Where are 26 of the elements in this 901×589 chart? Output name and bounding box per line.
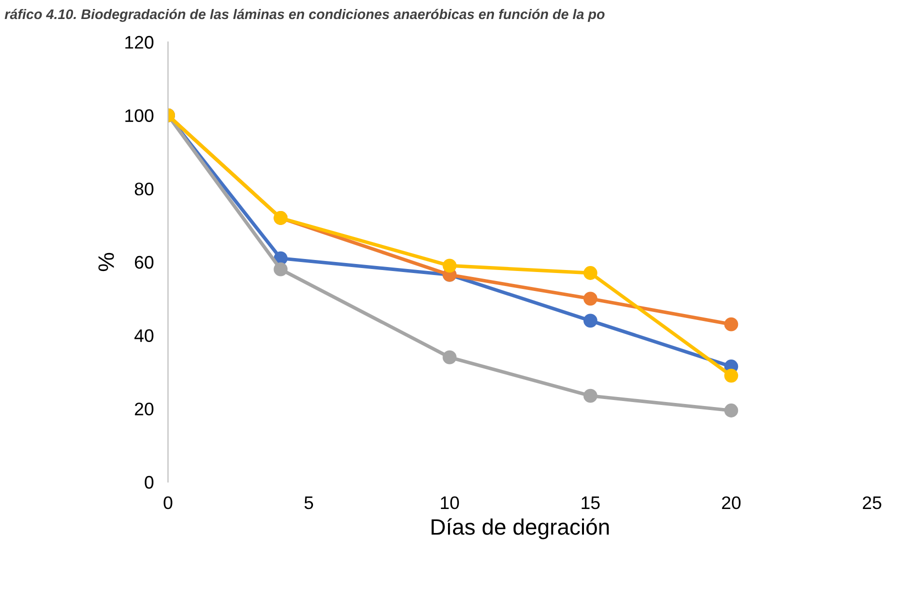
point (583, 314, 598, 328)
x-tick-label: 10 (440, 496, 459, 510)
point (583, 292, 598, 306)
y-tick-label: 20 (134, 402, 154, 416)
x-tick-label: 5 (304, 496, 314, 510)
x-tick-label: 0 (164, 496, 172, 510)
point (724, 317, 738, 332)
y-tick-label: 60 (134, 256, 154, 269)
point (724, 368, 738, 383)
x-axis-title: Días de degración (432, 518, 609, 540)
y-tick-label: 0 (144, 476, 154, 489)
x-tick-label: 25 (862, 496, 882, 510)
y-axis-title: % (98, 252, 114, 272)
point (442, 258, 457, 273)
point (583, 266, 598, 280)
point (442, 350, 457, 364)
chart-title: ráfico 4.10. Biodegradación de las láminas en condiciones anaeróbicas en función de la po (4, 8, 605, 22)
point (274, 262, 288, 276)
y-tick-label: 40 (134, 329, 154, 342)
point (583, 388, 598, 403)
y-tick-label: 100 (125, 109, 154, 122)
y-tick-label: 80 (134, 182, 154, 196)
point (724, 404, 738, 418)
x-tick-label: 20 (722, 496, 741, 510)
x-tick-label: 15 (582, 496, 600, 510)
y-tick-label: 120 (125, 36, 154, 49)
